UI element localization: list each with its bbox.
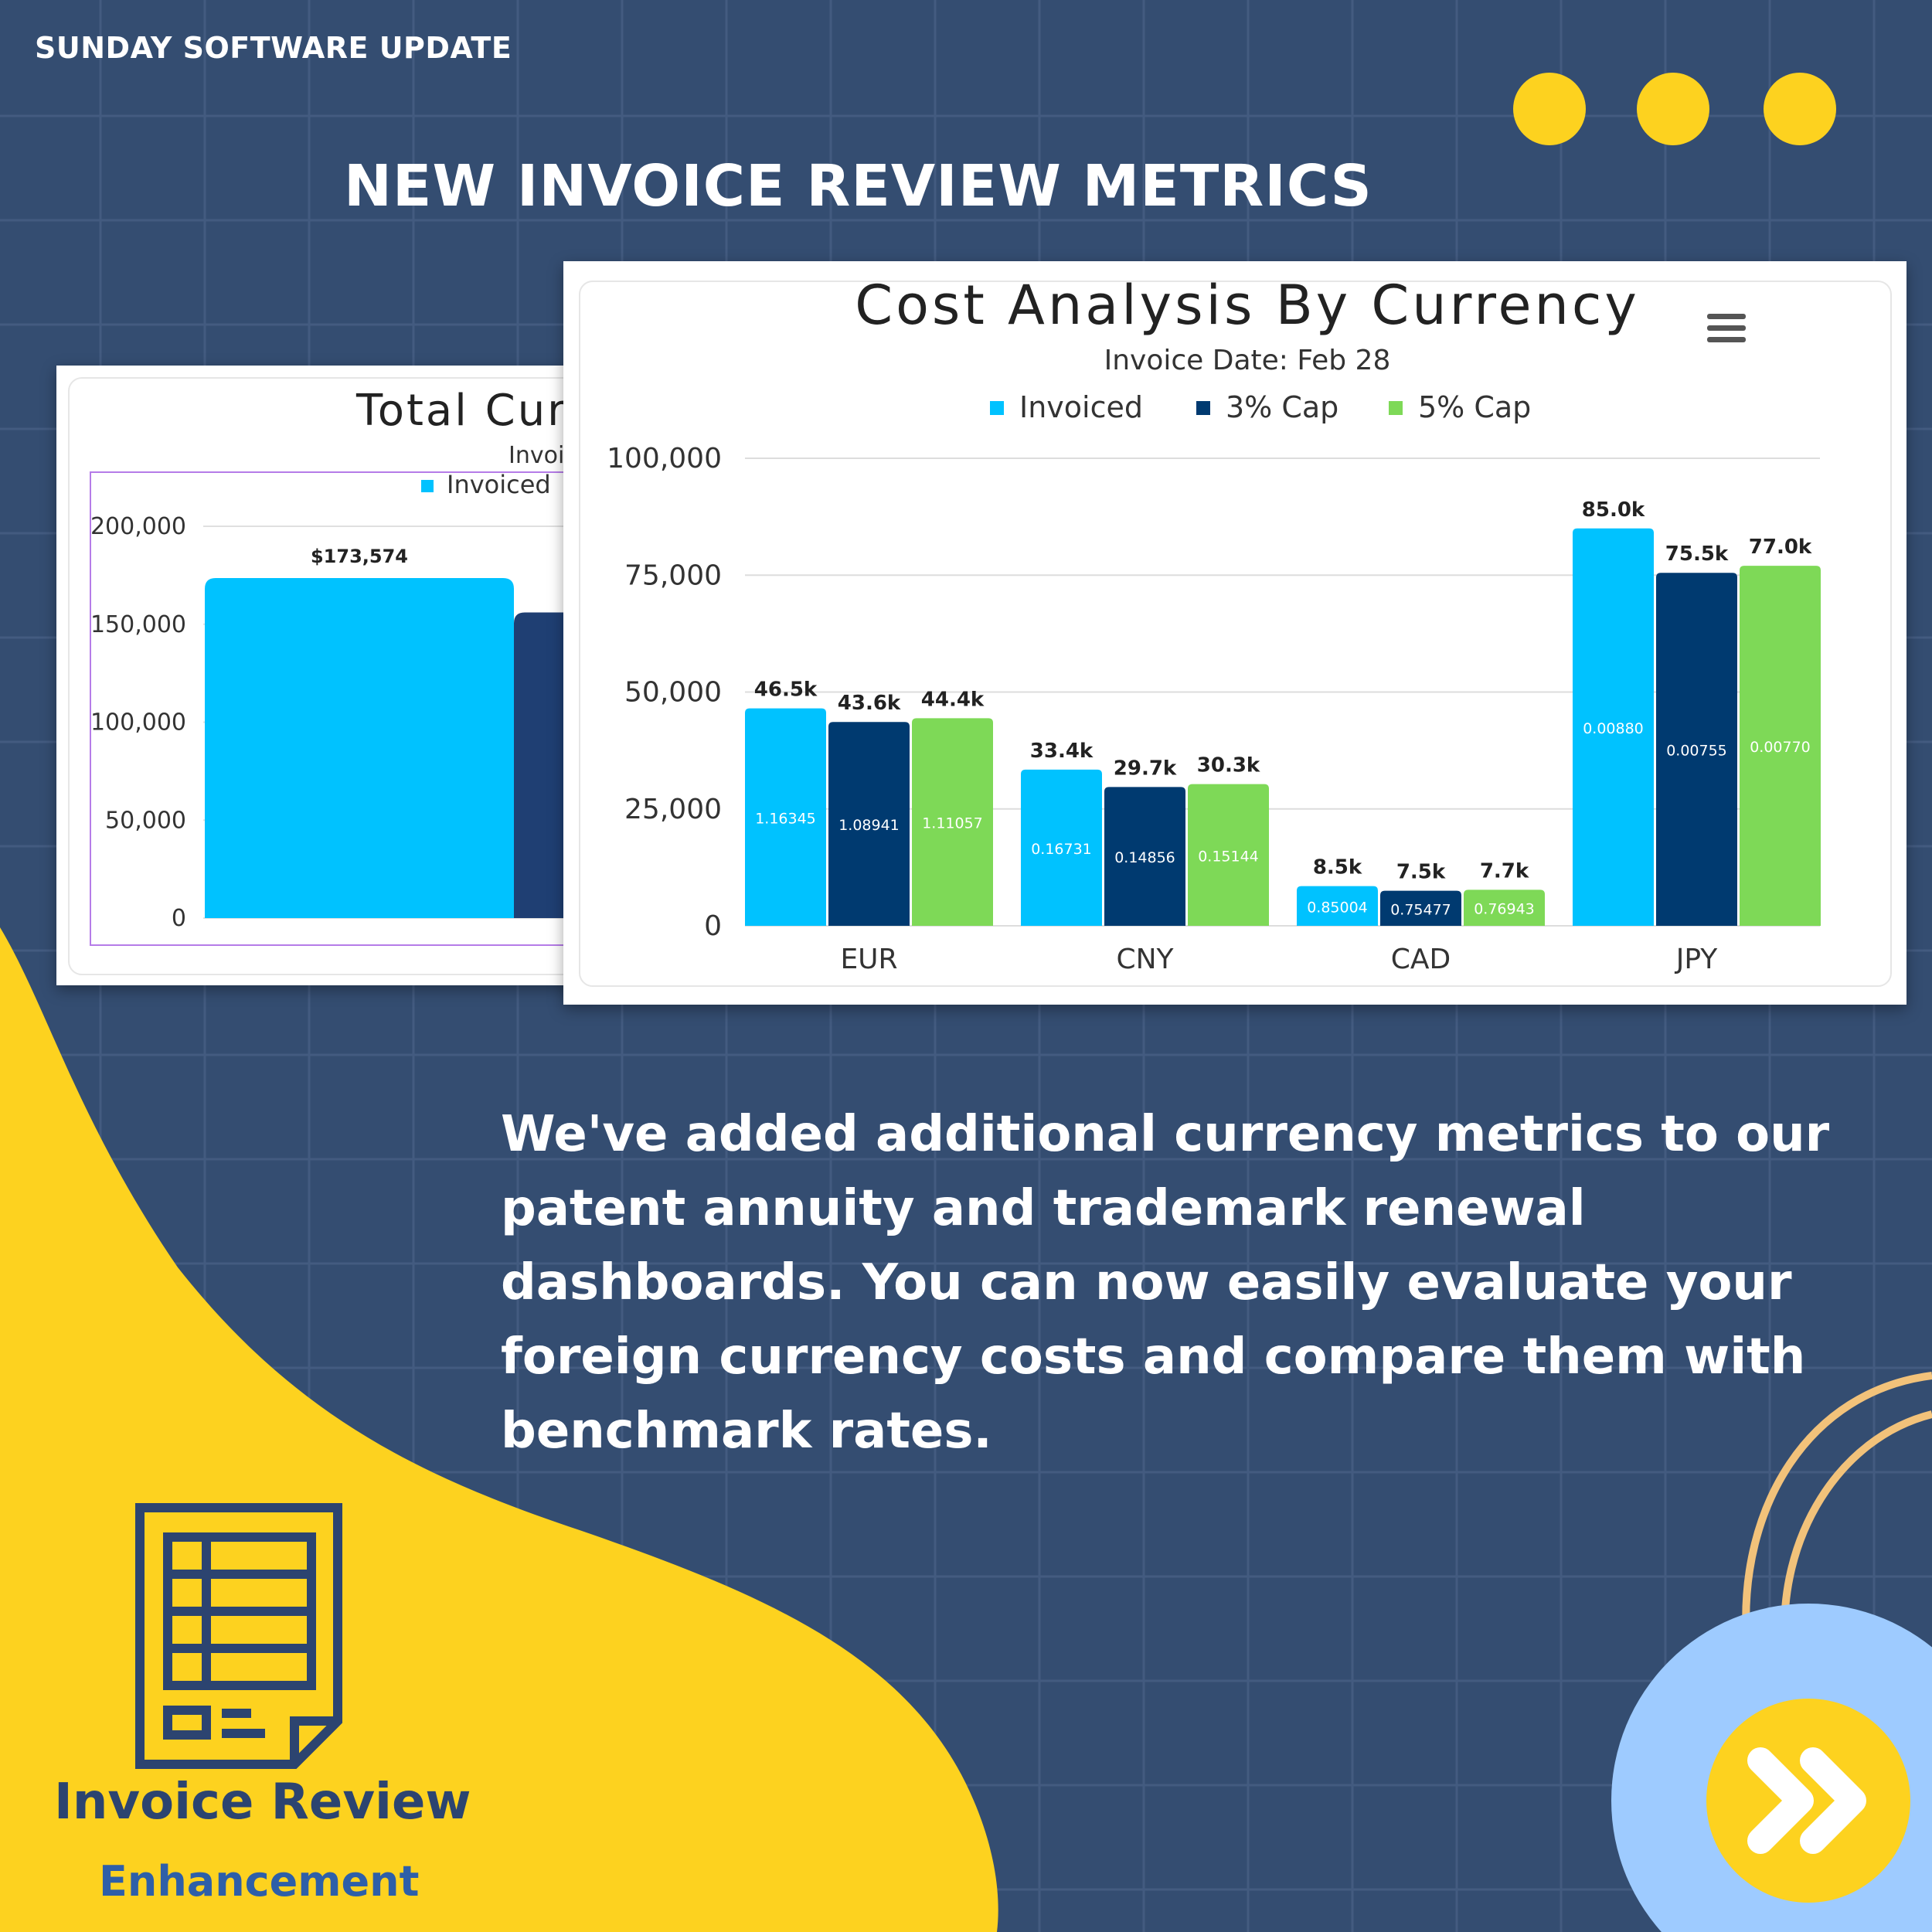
decorative-dot xyxy=(1764,73,1836,145)
y-tick-label: 50,000 xyxy=(624,677,722,709)
decorative-dot xyxy=(1637,73,1709,145)
legend-marker xyxy=(990,401,1004,415)
data-label: 7.7k xyxy=(1480,859,1529,883)
double-chevron-right-icon xyxy=(1747,1747,1866,1854)
bar xyxy=(745,708,826,926)
data-label: 7.5k xyxy=(1396,861,1446,884)
bar xyxy=(1297,886,1378,926)
total-currency-chart: Total Cur Invoi Invoiced 0 50,000 100,000 1… xyxy=(90,386,597,946)
legend-label: 5% Cap xyxy=(1418,390,1531,424)
cost-analysis-chart-card: Cost Analysis By Currency Invoice Date: … xyxy=(563,261,1906,1005)
y-tick-label: 25,000 xyxy=(624,794,722,825)
total-currency-chart-card: Total Cur Invoi Invoiced 0 50,000 100,000 1… xyxy=(56,366,597,985)
data-label: 8.5k xyxy=(1313,856,1362,879)
rate-label: 0.76943 xyxy=(1474,901,1535,918)
bar xyxy=(828,722,910,926)
bar xyxy=(205,577,514,918)
data-label: 46.5k xyxy=(754,679,818,702)
y-tick-label: 100,000 xyxy=(607,443,722,474)
y-tick-label: 50,000 xyxy=(105,807,186,834)
data-label: 29.7k xyxy=(1114,757,1177,780)
x-tick-label: EUR xyxy=(840,944,897,975)
badge-subtitle: Enhancement xyxy=(99,1857,420,1906)
chart-title: Cost Analysis By Currency xyxy=(855,274,1640,337)
bar xyxy=(1188,784,1269,926)
rate-label: 0.00755 xyxy=(1666,743,1727,760)
body-text: We've added additional currency metrics … xyxy=(501,1106,1830,1460)
rate-label: 1.16345 xyxy=(755,810,816,827)
rate-label: 0.00770 xyxy=(1750,739,1811,756)
y-tick-label: 0 xyxy=(172,905,186,932)
data-label: 44.4k xyxy=(921,688,985,711)
bar xyxy=(1021,769,1102,926)
y-tick-label: 100,000 xyxy=(90,709,186,736)
y-tick-label: 0 xyxy=(704,910,722,942)
chart-title: Total Cur xyxy=(355,386,567,436)
data-label: $173,574 xyxy=(311,546,408,567)
cost-analysis-chart: Cost Analysis By Currency Invoice Date: … xyxy=(607,274,1821,975)
kicker-text: SUNDAY SOFTWARE UPDATE xyxy=(35,31,512,65)
chart-menu-icon[interactable] xyxy=(1707,314,1746,342)
rate-label: 0.85004 xyxy=(1307,899,1368,916)
legend-marker xyxy=(1196,401,1210,415)
bar xyxy=(1380,890,1461,926)
bar xyxy=(1740,566,1821,926)
data-label: 85.0k xyxy=(1582,498,1645,522)
data-label: 33.4k xyxy=(1030,740,1094,763)
x-tick-label: CAD xyxy=(1391,944,1451,975)
headline: NEW INVOICE REVIEW METRICS xyxy=(344,153,1372,219)
data-label: 75.5k xyxy=(1665,543,1729,566)
rate-label: 0.00880 xyxy=(1583,720,1644,737)
rate-label: 0.16731 xyxy=(1031,841,1092,858)
legend-label: 3% Cap xyxy=(1226,390,1338,424)
data-label: 30.3k xyxy=(1197,754,1260,777)
bar xyxy=(1104,787,1185,926)
y-tick-label: 75,000 xyxy=(624,560,722,591)
x-tick-label: JPY xyxy=(1675,944,1719,975)
data-label: 77.0k xyxy=(1749,536,1812,559)
y-tick-label: 150,000 xyxy=(90,611,186,638)
rate-label: 1.08941 xyxy=(838,817,900,834)
rate-label: 0.14856 xyxy=(1114,849,1175,866)
bar xyxy=(1464,889,1545,926)
rate-label: 0.15144 xyxy=(1198,848,1259,865)
bar xyxy=(912,718,993,926)
rate-label: 1.11057 xyxy=(922,815,983,832)
decorative-dot xyxy=(1513,73,1586,145)
next-button[interactable] xyxy=(1706,1699,1910,1903)
chart-subtitle: Invoice Date: Feb 28 xyxy=(1104,345,1391,376)
data-label: 43.6k xyxy=(838,692,901,715)
y-tick-label: 200,000 xyxy=(90,513,186,540)
invoice-document-icon xyxy=(135,1503,342,1769)
badge-title: Invoice Review xyxy=(54,1774,471,1831)
rate-label: 0.75477 xyxy=(1390,901,1451,918)
legend-label: Invoiced xyxy=(1019,390,1143,424)
x-tick-label: CNY xyxy=(1116,944,1174,975)
legend-marker xyxy=(1389,401,1403,415)
bar xyxy=(1656,573,1737,926)
legend-invoiced: Invoiced xyxy=(447,470,551,499)
chart-subtitle: Invoi xyxy=(509,442,564,469)
bar xyxy=(1573,528,1654,926)
